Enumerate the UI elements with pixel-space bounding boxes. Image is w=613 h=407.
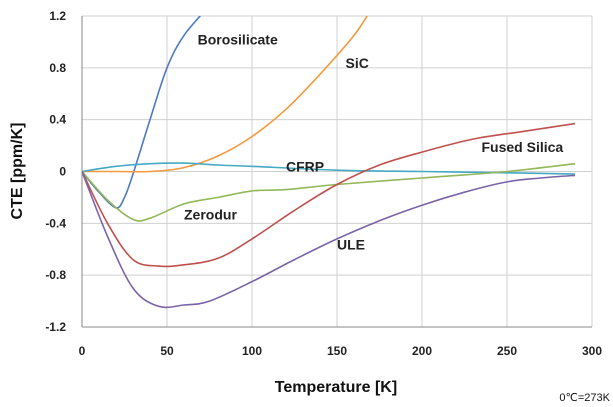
x-tick-label: 200 (412, 344, 432, 358)
y-tick-label: 0.4 (49, 113, 66, 127)
series-group (82, 16, 576, 309)
series-line-zerodur (82, 162, 576, 222)
series-label-zerodur: Zerodur (184, 206, 237, 222)
series-line-borosilicate (82, 16, 202, 209)
x-tick-label: 300 (582, 344, 602, 358)
y-tick-label: -1.2 (45, 320, 66, 334)
series-line-ule (82, 171, 576, 309)
series-label-ule: ULE (337, 236, 365, 252)
x-axis-title: Temperature [K] (275, 379, 397, 396)
series-line-fused-silica (82, 122, 576, 268)
y-tick-label: -0.8 (45, 268, 66, 282)
series-label-cfrp: CFRP (286, 159, 324, 175)
y-tick-label: 0 (59, 165, 66, 179)
y-tick-label: -0.4 (45, 216, 66, 230)
x-tick-label: 150 (327, 344, 347, 358)
x-tick-label: 100 (242, 344, 262, 358)
y-tick-label: 0.8 (49, 61, 66, 75)
series-label-borosilicate: Borosilicate (198, 32, 278, 48)
series-line-sic (82, 16, 369, 173)
series-label-sic: SiC (346, 55, 369, 71)
x-tick-label: 250 (497, 344, 517, 358)
x-tick-labels: 0 50 100 150 200 250 300 (79, 344, 603, 358)
y-axis-title: CTE [ppm/K] (9, 123, 26, 220)
y-tick-label: 1.2 (49, 9, 66, 23)
x-tick-label: 50 (160, 344, 174, 358)
y-tick-labels: 1.2 0.8 0.4 0 -0.4 -0.8 -1.2 (45, 9, 66, 334)
series-annotations: Borosilicate SiC CFRP Zerodur Fused Silica UL… (184, 32, 563, 253)
series-label-fused-silica: Fused Silica (482, 139, 564, 155)
series-line-cfrp (82, 162, 576, 175)
conversion-note: 0℃=273K (559, 392, 610, 404)
x-tick-label: 0 (79, 344, 86, 358)
